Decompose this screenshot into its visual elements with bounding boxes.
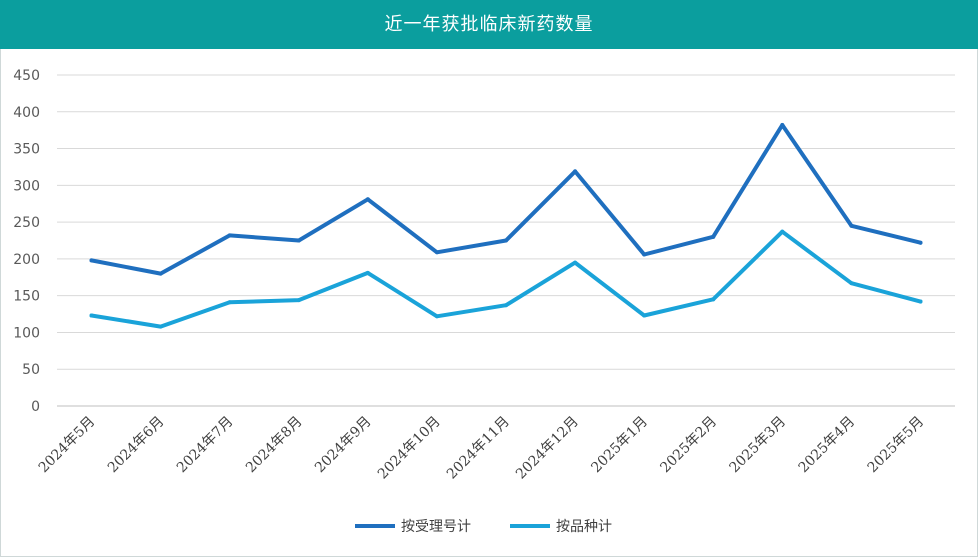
y-tick-label: 350 xyxy=(13,142,40,158)
x-tick-label: 2025年5月 xyxy=(865,414,928,477)
data-point[interactable] xyxy=(642,313,647,318)
data-point[interactable] xyxy=(849,281,854,286)
y-tick-label: 50 xyxy=(22,362,40,378)
chart-title: 近一年获批临床新药数量 xyxy=(0,0,978,49)
data-point[interactable] xyxy=(711,297,716,302)
data-point[interactable] xyxy=(642,252,647,257)
data-point[interactable] xyxy=(89,258,94,263)
data-point[interactable] xyxy=(296,238,301,243)
x-tick-label: 2024年6月 xyxy=(105,414,168,477)
series-line-2[interactable] xyxy=(89,229,923,329)
data-point[interactable] xyxy=(504,238,508,243)
x-tick-label: 2024年12月 xyxy=(513,414,582,483)
x-tick-label: 2024年10月 xyxy=(375,414,444,483)
data-point[interactable] xyxy=(434,250,439,255)
data-point[interactable] xyxy=(849,223,854,228)
data-point[interactable] xyxy=(227,233,232,238)
y-tick-label: 150 xyxy=(13,289,40,305)
series-lines xyxy=(89,123,923,329)
x-tick-label: 2024年5月 xyxy=(36,414,99,477)
data-point[interactable] xyxy=(158,271,163,276)
legend-label-2: 按品种计 xyxy=(556,519,612,535)
y-tick-label: 250 xyxy=(13,215,40,231)
y-tick-label: 400 xyxy=(13,105,40,121)
data-point[interactable] xyxy=(227,300,232,305)
x-tick-label: 2024年8月 xyxy=(243,414,306,477)
data-point[interactable] xyxy=(296,298,301,303)
data-point[interactable] xyxy=(434,314,439,319)
y-tick-label: 0 xyxy=(31,399,40,415)
data-point[interactable] xyxy=(780,123,785,128)
y-tick-label: 300 xyxy=(13,178,40,194)
x-axis-ticks: 2024年5月 2024年6月 2024年7月 2024年8月 2024年9月 2024年… xyxy=(36,414,928,483)
legend-item-2[interactable]: 按品种计 xyxy=(510,519,612,535)
x-tick-label: 2025年4月 xyxy=(796,414,859,477)
x-tick-label: 2024年9月 xyxy=(312,414,375,477)
x-tick-label: 2025年1月 xyxy=(588,414,651,477)
data-point[interactable] xyxy=(573,169,578,174)
series-line-1[interactable] xyxy=(89,123,923,276)
y-tick-label: 100 xyxy=(13,325,40,341)
y-tick-label: 450 xyxy=(13,68,40,84)
y-tick-label: 200 xyxy=(13,252,40,268)
data-point[interactable] xyxy=(918,240,923,245)
data-point[interactable] xyxy=(365,197,370,202)
x-tick-label: 2025年2月 xyxy=(657,414,720,477)
data-point[interactable] xyxy=(573,260,578,265)
x-tick-label: 2024年7月 xyxy=(174,414,237,477)
data-point[interactable] xyxy=(89,313,94,318)
data-point[interactable] xyxy=(780,229,785,234)
data-point[interactable] xyxy=(504,303,508,308)
x-tick-label: 2024年11月 xyxy=(444,414,513,483)
legend: 按受理号计 按品种计 xyxy=(355,519,612,535)
legend-label-1: 按受理号计 xyxy=(401,519,471,535)
data-point[interactable] xyxy=(365,270,370,275)
data-point[interactable] xyxy=(711,234,716,239)
legend-item-1[interactable]: 按受理号计 xyxy=(355,519,471,535)
data-point[interactable] xyxy=(158,324,163,329)
x-tick-label: 2025年3月 xyxy=(727,414,790,477)
grid-lines xyxy=(57,74,955,407)
y-axis-ticks: 0 50 100 150 200 250 300 350 400 450 xyxy=(13,68,40,415)
data-point[interactable] xyxy=(918,299,923,304)
